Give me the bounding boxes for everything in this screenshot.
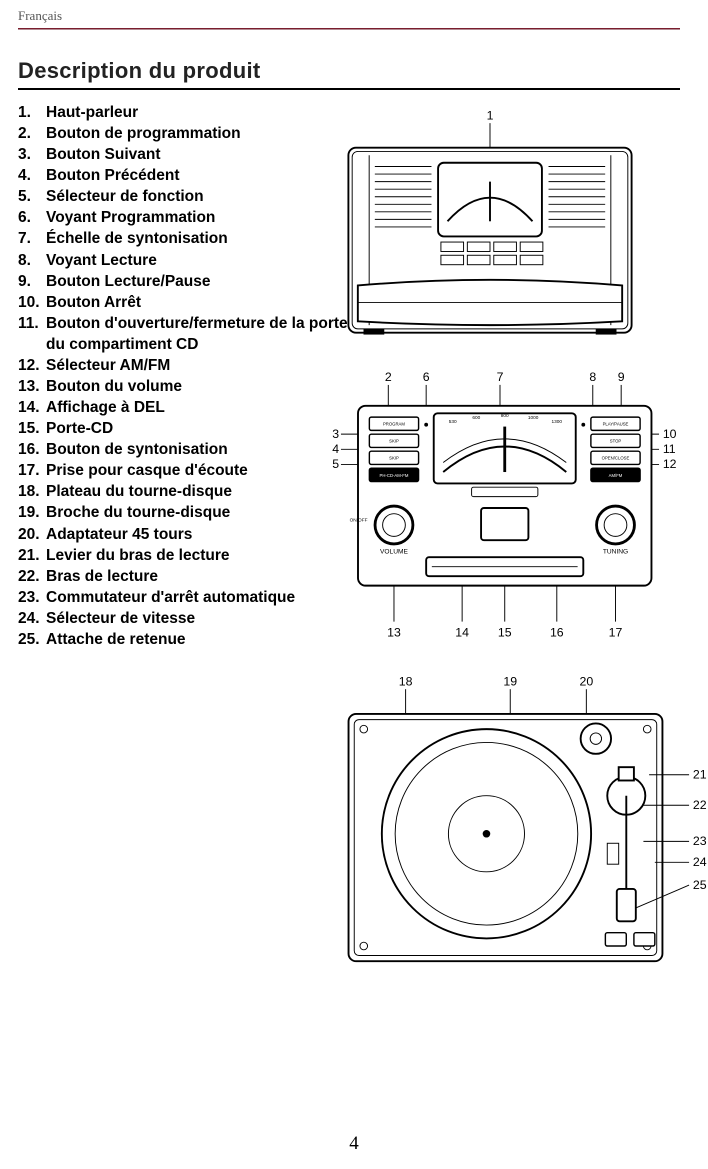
part-item-20: Adaptateur 45 tours [18, 524, 348, 545]
svg-text:SKIP: SKIP [389, 456, 399, 461]
part-item-25: Attache de retenue [18, 629, 348, 650]
part-item-16: Bouton de syntonisation [18, 439, 348, 460]
svg-text:TUNING: TUNING [603, 548, 628, 555]
callout-13: 13 [387, 626, 401, 640]
callout-3: 3 [332, 427, 339, 441]
part-item-6: Voyant Programmation [18, 207, 348, 228]
callout-15: 15 [498, 626, 512, 640]
part-item-17: Prise pour casque d'écoute [18, 460, 348, 481]
part-item-18: Plateau du tourne-disque [18, 481, 348, 502]
svg-text:AM/FM: AM/FM [609, 473, 623, 478]
part-item-8: Voyant Lecture [18, 250, 348, 271]
part-item-21: Levier du bras de lecture [18, 545, 348, 566]
part-item-13: Bouton du volume [18, 376, 348, 397]
svg-text:PLAY/PAUSE: PLAY/PAUSE [603, 422, 629, 427]
svg-text:1000: 1000 [528, 415, 539, 421]
part-item-10: Bouton Arrêt [18, 292, 348, 313]
svg-text:ON/OFF: ON/OFF [350, 517, 368, 523]
svg-text:VOLUME: VOLUME [380, 548, 409, 555]
svg-text:PH-CD-AM-FM: PH-CD-AM-FM [380, 473, 409, 478]
svg-text:STOP: STOP [610, 439, 622, 444]
part-item-19: Broche du tourne-disque [18, 502, 348, 523]
callout-21: 21 [693, 768, 707, 782]
callout-20: 20 [579, 674, 593, 688]
callout-14: 14 [455, 626, 469, 640]
svg-text:530: 530 [449, 419, 457, 425]
callout-18: 18 [399, 674, 413, 688]
page-number: 4 [0, 1133, 708, 1155]
svg-text:1300: 1300 [552, 419, 563, 425]
callout-9: 9 [618, 370, 625, 384]
svg-text:OPEN/CLOSE: OPEN/CLOSE [602, 456, 630, 461]
svg-text:800: 800 [501, 413, 509, 419]
callout-19: 19 [503, 674, 517, 688]
callout-17: 17 [609, 626, 623, 640]
part-item-15: Porte-CD [18, 418, 348, 439]
svg-text:SKIP: SKIP [389, 439, 399, 444]
part-item-14: Affichage à DEL [18, 397, 348, 418]
callout-25: 25 [693, 878, 707, 892]
figures-column: 1 [320, 108, 680, 1008]
parts-list: Haut-parleurBouton de programmationBouto… [18, 102, 348, 650]
part-item-1: Haut-parleur [18, 102, 348, 123]
callout-5: 5 [332, 457, 339, 471]
callout-11: 11 [663, 442, 676, 456]
figure-2: 2 6 7 8 9 3 4 5 [320, 366, 680, 650]
part-item-5: Sélecteur de fonction [18, 186, 348, 207]
figure-1: 1 [320, 108, 680, 344]
callout-8: 8 [589, 370, 596, 384]
part-item-11: Bouton d'ouverture/fermeture de la porte… [18, 313, 348, 355]
callout-2: 2 [385, 370, 392, 384]
header-lang: Français [18, 8, 680, 29]
part-item-3: Bouton Suivant [18, 144, 348, 165]
part-item-24: Sélecteur de vitesse [18, 608, 348, 629]
part-item-23: Commutateur d'arrêt automatique [18, 587, 348, 608]
part-item-7: Échelle de syntonisation [18, 228, 348, 249]
part-item-4: Bouton Précédent [18, 165, 348, 186]
header-rule [18, 29, 680, 30]
callout-23: 23 [693, 834, 707, 848]
callout-22: 22 [693, 798, 707, 812]
callout-1: 1 [487, 108, 494, 122]
page-title: Description du produit [18, 58, 680, 90]
callout-24: 24 [693, 855, 707, 869]
callout-12: 12 [663, 457, 677, 471]
svg-text:600: 600 [472, 415, 480, 421]
callout-4: 4 [332, 442, 339, 456]
part-item-2: Bouton de programmation [18, 123, 348, 144]
figure-3: 18 19 20 [320, 672, 680, 986]
part-item-12: Sélecteur AM/FM [18, 355, 348, 376]
callout-6: 6 [423, 370, 430, 384]
part-item-9: Bouton Lecture/Pause [18, 271, 348, 292]
callout-7: 7 [497, 370, 504, 384]
svg-text:PROGRAM: PROGRAM [383, 422, 405, 427]
callout-16: 16 [550, 626, 564, 640]
callout-10: 10 [663, 427, 677, 441]
part-item-22: Bras de lecture [18, 566, 348, 587]
